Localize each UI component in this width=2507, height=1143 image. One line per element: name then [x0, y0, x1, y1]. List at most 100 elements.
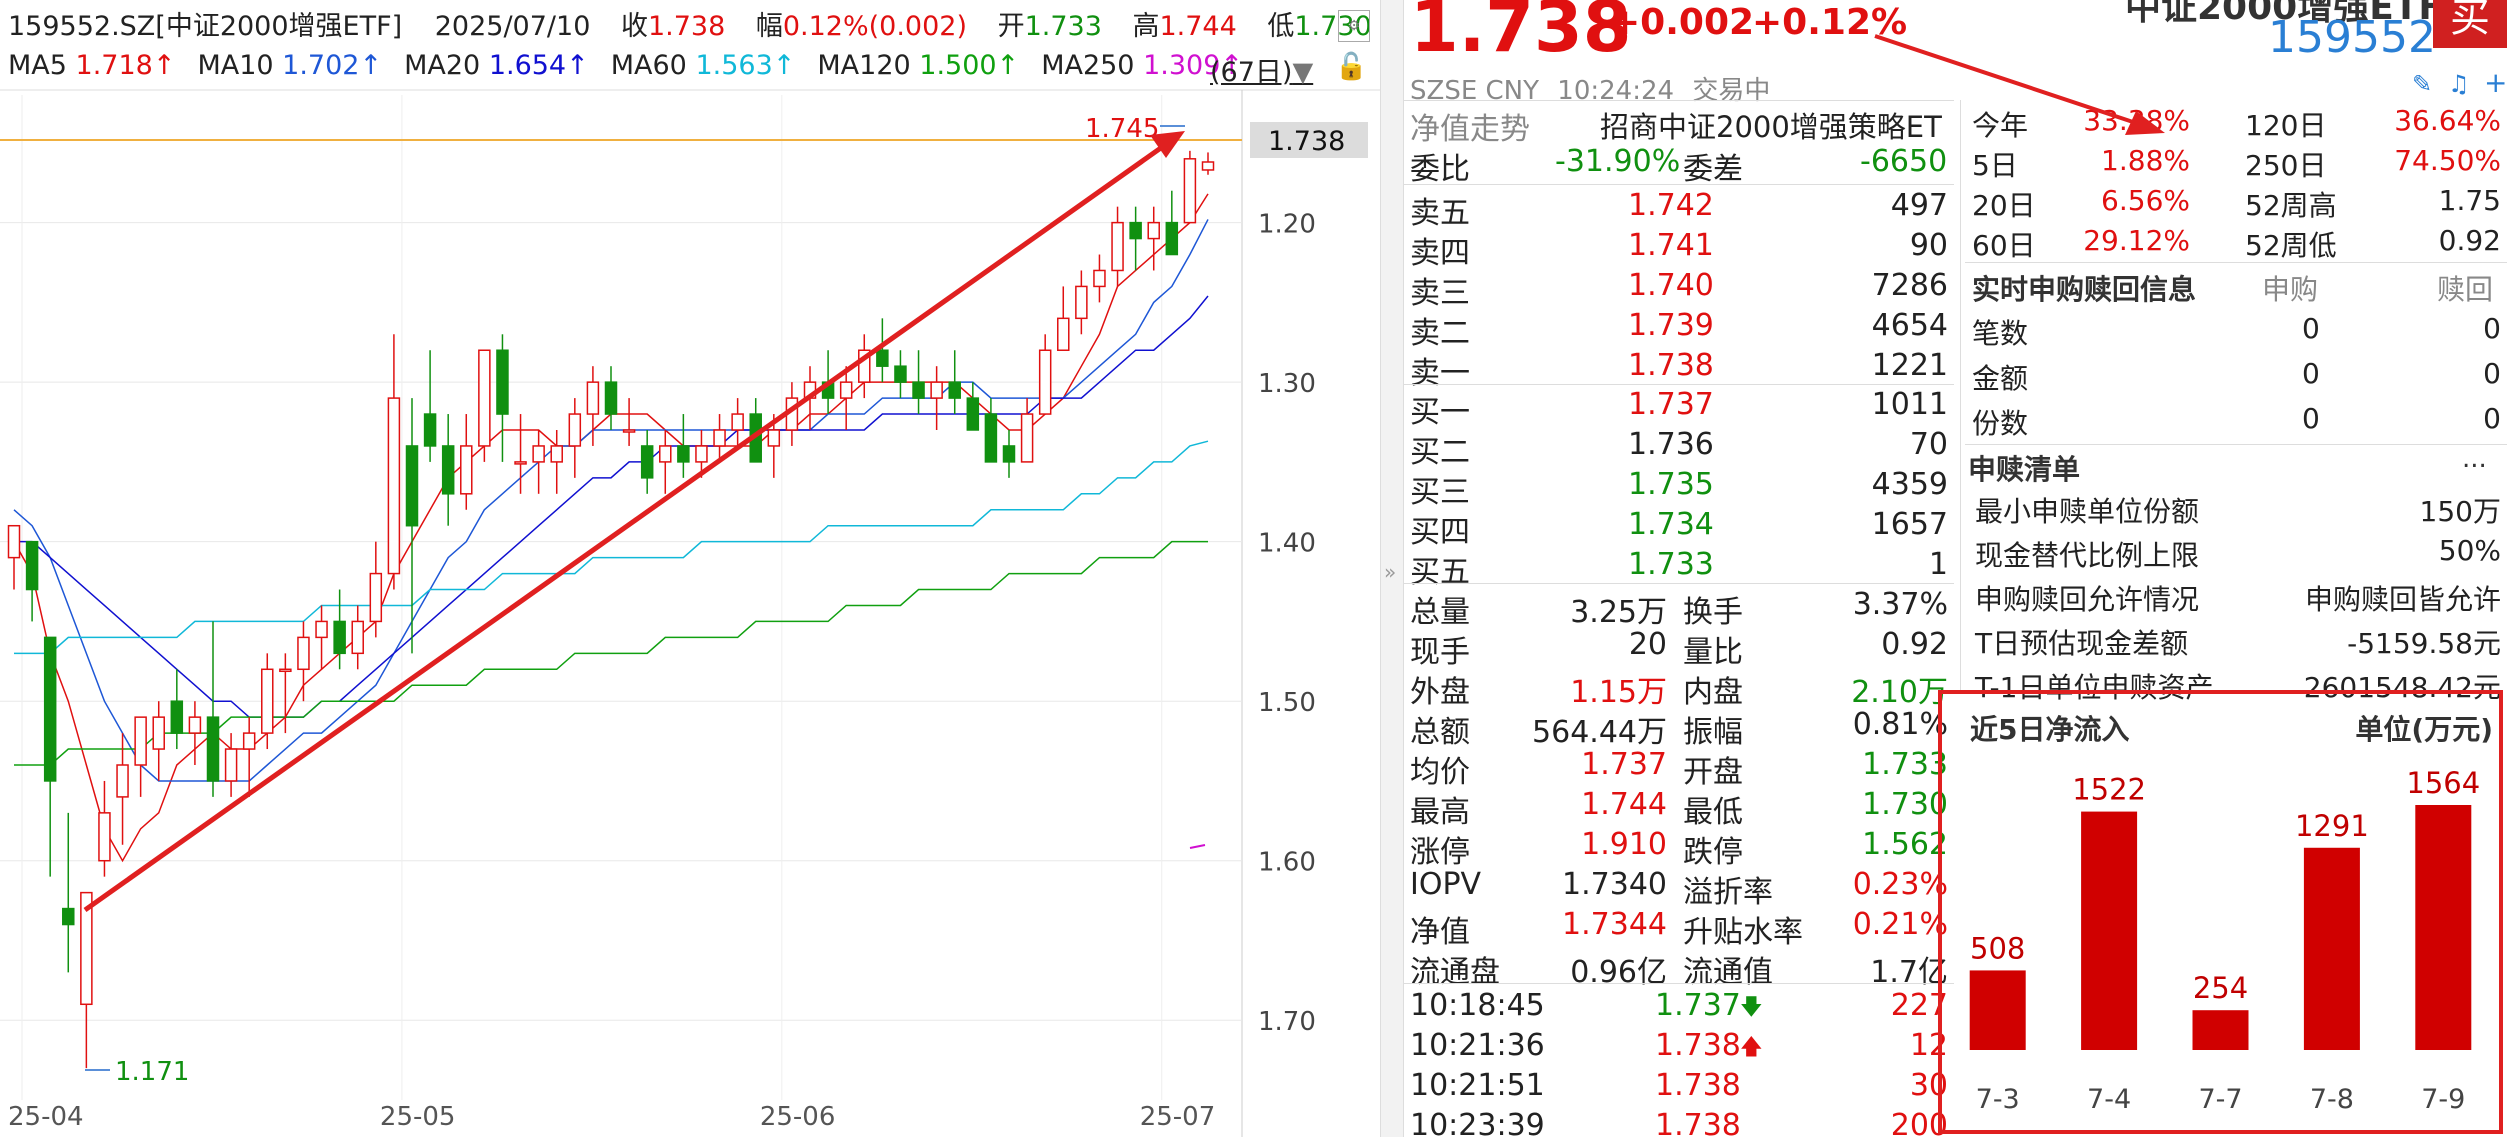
divider [1404, 100, 1954, 101]
ma-legend-item: MA120 1.500↑ [817, 50, 1019, 81]
exchange: SZSE [1410, 76, 1478, 106]
candle [604, 366, 618, 430]
candle-body [43, 636, 57, 782]
inflow-bar-label: 1522 [2072, 773, 2146, 807]
bids-level-volume: 1011 [1871, 387, 1948, 422]
asks-level-label: 卖三 [1410, 276, 1470, 311]
candle [1075, 270, 1088, 335]
candle-body [206, 716, 220, 782]
candle [206, 621, 220, 797]
current-price-tag: 1.738 [1268, 126, 1345, 157]
subscription-row-label: 笔数 [1972, 317, 2029, 350]
stat-label: 振幅 [1683, 715, 1743, 750]
performance-label: 20日 [1972, 189, 2036, 222]
fund-code: 159552 [2268, 12, 2436, 63]
period-selector[interactable]: (67日)▼ [1210, 50, 1313, 89]
stat-label: 总额 [1410, 715, 1470, 750]
inflow-bar [2192, 1010, 2249, 1050]
bids-level-label: 买四 [1410, 515, 1470, 550]
performance-label: 120日 [2245, 109, 2327, 142]
stat-value: 1.730 [1862, 787, 1948, 822]
candle-body [1075, 285, 1088, 320]
nav-tab[interactable]: 净值走势 [1410, 112, 1530, 147]
trend-arrow-head [1150, 131, 1185, 158]
ma-legend-value: 1.718↑ [75, 50, 176, 81]
candle-body [152, 716, 165, 750]
performance-label: 250日 [2245, 149, 2327, 182]
candle [894, 350, 907, 399]
inflow-category-label: 7-7 [2198, 1084, 2242, 1115]
candle [622, 398, 636, 446]
bids-level-volume: 1 [1928, 547, 1948, 582]
low-value: 1.730 [1294, 11, 1372, 42]
asks-level-volume: 90 [1909, 228, 1948, 263]
candle-body [405, 445, 419, 527]
bell-icon[interactable]: ♫ [2448, 70, 2470, 98]
edit-icon[interactable]: ✎ [2412, 70, 2433, 98]
kline-chart[interactable]: 1.70 1.60 1.50 1.40 1.30 1.20 25-04 25-05 25-06… [0, 0, 1380, 1137]
asks-level-label: 卖二 [1410, 316, 1470, 351]
candle-body [1057, 317, 1070, 351]
quote-time: 10:24:24 [1557, 76, 1675, 106]
buy-button[interactable]: 买 [2433, 0, 2507, 48]
performance-value: 74.50% [2394, 144, 2501, 177]
candle-body [1129, 221, 1142, 240]
candle [713, 414, 726, 462]
bids-level-price: 1.735 [1628, 467, 1714, 502]
open-value: 1.733 [1024, 11, 1102, 42]
candle-body [134, 716, 147, 766]
bids-level-price: 1.736 [1628, 427, 1714, 462]
asks-level-label: 卖一 [1410, 356, 1470, 391]
x-tick-label: 25-04 [8, 1102, 84, 1132]
candle [460, 414, 473, 510]
ma-legend-label: MA120 [817, 50, 920, 81]
open-label: 开 [997, 11, 1025, 42]
bids-level-label: 买三 [1410, 475, 1470, 510]
candle [1002, 430, 1016, 478]
candle-body [98, 812, 111, 862]
candle-body [532, 445, 545, 463]
subscription-buy-value: 0 [2302, 402, 2320, 435]
collapse-arrow-icon[interactable]: » [1384, 560, 1397, 584]
currency: CNY [1485, 76, 1540, 106]
high-value: 1.744 [1159, 11, 1237, 42]
lock-icon[interactable]: 🔓 [1335, 52, 1368, 82]
candle [116, 733, 129, 845]
stat-value: 0.96亿 [1570, 955, 1667, 990]
candle-body [930, 381, 943, 399]
candle [568, 398, 582, 478]
redemption-row-value: -5159.58元 [2347, 627, 2501, 660]
candle [80, 891, 93, 1069]
more-icon[interactable]: ... [2462, 444, 2487, 474]
ma-legend-value: 1.500↑ [919, 50, 1020, 81]
bids-level-label: 买二 [1410, 435, 1470, 470]
candle-body [659, 445, 672, 463]
redemption-row-value: 2601548.42元 [2303, 671, 2501, 704]
stat-value: 20 [1628, 627, 1667, 662]
redemption-list-title: 申赎清单 [1968, 453, 2081, 486]
bids-level-volume: 1657 [1871, 507, 1948, 542]
add-icon[interactable]: + [2484, 66, 2507, 99]
close-label: 收 [620, 11, 648, 42]
candle [224, 733, 238, 797]
candle-body [1111, 221, 1124, 272]
candle-body [242, 732, 256, 750]
stat-label: 最低 [1683, 795, 1743, 830]
subscription-buy-value: 0 [2302, 312, 2320, 345]
candle [1020, 398, 1034, 463]
candle-body [948, 381, 961, 399]
asks-level-volume: 7286 [1871, 268, 1948, 303]
candle-body [297, 636, 310, 671]
divider [1404, 184, 1954, 185]
asks-level-price: 1.742 [1628, 188, 1714, 223]
asks-level-label: 卖四 [1410, 236, 1470, 271]
stat-label: 换手 [1683, 595, 1743, 630]
chart-settings-icon[interactable]: ⚙ [1338, 10, 1370, 42]
bids-level-price: 1.734 [1628, 507, 1714, 542]
panel-splitter[interactable] [1380, 0, 1404, 1137]
candle [242, 717, 256, 797]
bids-level-label: 买一 [1410, 395, 1470, 430]
period-label: (67日) [1210, 57, 1293, 88]
candle [170, 669, 184, 750]
performance-value: 1.88% [2101, 144, 2190, 177]
